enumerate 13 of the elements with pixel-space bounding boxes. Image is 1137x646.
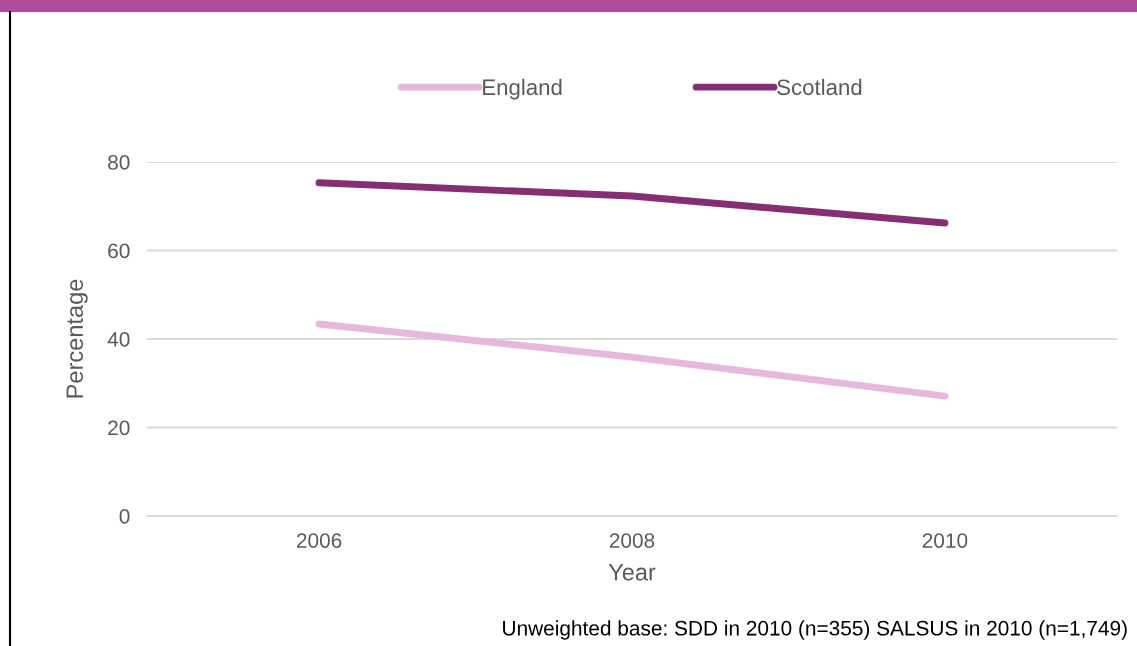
legend-label: Scotland bbox=[777, 78, 862, 96]
x-tick-label: 2006 bbox=[296, 533, 342, 548]
legend-label: England bbox=[483, 78, 562, 100]
x-tick-label: 2008 bbox=[609, 533, 655, 548]
x-axis-title: Year bbox=[608, 564, 656, 581]
text: Unweighted base: SDD in 2010 (n=355) SALSUS in 2010 (n=1,749) bbox=[503, 620, 1127, 640]
y-tick-label: 0 bbox=[119, 509, 130, 524]
y-axis-title: Percentage bbox=[66, 279, 88, 398]
y-tick-label: 40 bbox=[107, 332, 130, 347]
x-tick-label: 2010 bbox=[922, 533, 968, 548]
y-tick-label: 80 bbox=[108, 155, 130, 170]
y-tick-label: 60 bbox=[108, 243, 130, 259]
y-tick-label: 20 bbox=[108, 420, 130, 436]
